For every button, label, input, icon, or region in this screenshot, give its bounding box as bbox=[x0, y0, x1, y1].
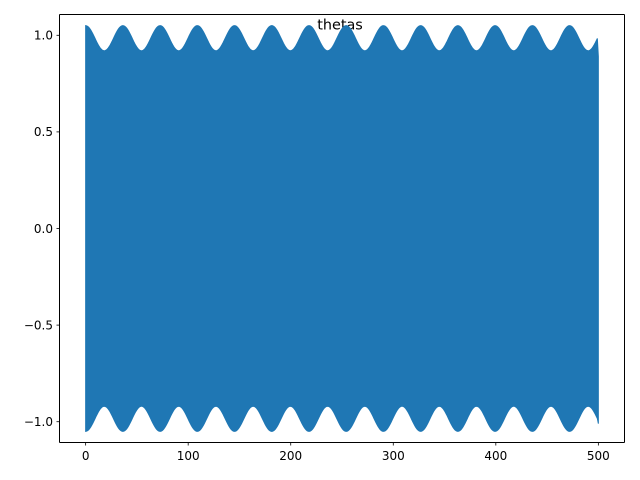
y-tick-label: −1.0 bbox=[24, 415, 53, 429]
series-layer bbox=[85, 25, 599, 432]
x-axis: 0 100 200 300 400 500 bbox=[82, 442, 610, 463]
y-tick-label: 0.0 bbox=[34, 222, 53, 236]
x-tick-label: 0 bbox=[82, 449, 90, 463]
y-tick-label: −0.5 bbox=[24, 318, 53, 332]
x-tick-label: 500 bbox=[587, 449, 610, 463]
x-tick-label: 400 bbox=[484, 449, 507, 463]
x-tick-label: 100 bbox=[177, 449, 200, 463]
y-tick-label: 1.0 bbox=[34, 29, 53, 43]
x-tick-label: 300 bbox=[382, 449, 405, 463]
y-tick-label: 0.5 bbox=[34, 125, 53, 139]
x-tick-label: 200 bbox=[279, 449, 302, 463]
y-axis: −1.0 −0.5 0.0 0.5 1.0 bbox=[24, 29, 60, 429]
series-thetas-band bbox=[85, 25, 599, 432]
plot-area: 0 100 200 300 400 500 −1.0 −0.5 0.0 0.5 1.0 bbox=[24, 14, 625, 463]
